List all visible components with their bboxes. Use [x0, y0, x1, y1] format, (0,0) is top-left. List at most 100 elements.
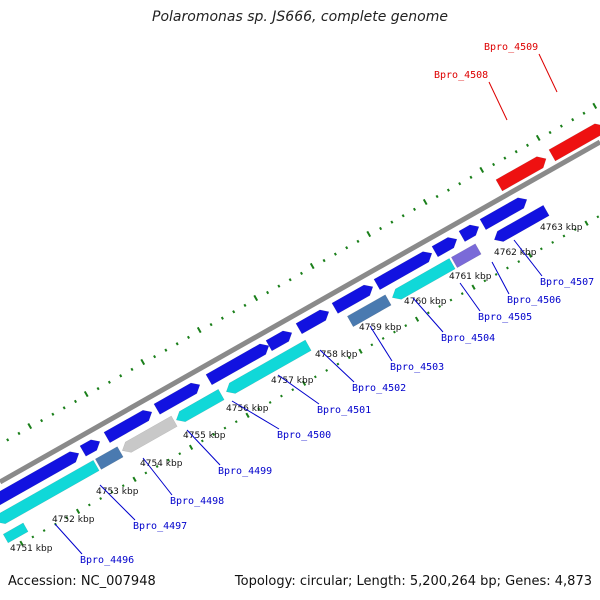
ruler-tick: [6, 438, 10, 442]
gene-arrow-reverse: [175, 388, 225, 423]
gene-label: Bpro_4504: [441, 333, 495, 344]
ruler-tick: [422, 198, 428, 206]
gene-label-leader: [488, 81, 508, 121]
kbp-tick-label: 4756 kbp: [226, 404, 269, 414]
ruler-tick: [301, 380, 307, 386]
gene-arrow-highlight: [548, 123, 600, 162]
ruler-tick: [381, 336, 385, 340]
gene-label-leader: [319, 349, 355, 383]
gene-label: Bpro_4498: [170, 496, 224, 507]
map-title: Polaromonas sp. JS666, complete genome: [152, 9, 448, 25]
gene-label-leader: [538, 53, 558, 93]
gene-label: Bpro_4506: [507, 295, 561, 306]
ruler-tick: [232, 310, 236, 314]
gene-label-leader: [99, 484, 136, 521]
gene-block-steel: [94, 446, 124, 470]
ruler-tick: [347, 356, 351, 360]
kbp-tick-label: 4757 kbp: [271, 376, 314, 386]
ruler-tick: [51, 412, 55, 416]
gene-arrow-forward: [153, 382, 201, 415]
ruler-tick: [17, 431, 21, 436]
ruler-tick: [96, 386, 100, 391]
kbp-tick-label: 4752 kbp: [52, 515, 95, 525]
ruler-tick: [153, 354, 157, 359]
ruler-tick: [73, 399, 78, 404]
ruler-tick: [130, 367, 134, 372]
ruler-tick: [571, 118, 575, 122]
ruler-tick: [62, 406, 66, 410]
gene-arrow-forward: [373, 251, 433, 291]
ruler-tick: [19, 540, 24, 547]
ruler-tick: [379, 226, 383, 231]
kbp-tick-label: 4751 kbp: [10, 544, 53, 554]
kbp-tick-label: 4754 kbp: [140, 459, 183, 469]
ruler-tick: [322, 258, 326, 263]
gene-label: Bpro_4503: [390, 362, 444, 373]
ruler-tick: [119, 374, 123, 378]
gene-arrow-forward: [103, 409, 153, 444]
ruler-tick: [223, 426, 227, 430]
ruler-tick: [280, 394, 283, 398]
kbp-tick-labels: 4751 kbp 4752 kbp 4753 kbp 4754 kbp 4755 kbp…: [10, 223, 583, 554]
ruler-tick: [582, 111, 586, 115]
ruler-tick: [188, 444, 194, 450]
ruler-tick: [257, 407, 261, 411]
ruler-tick: [175, 342, 179, 346]
ruler-tick: [469, 175, 473, 179]
ruler-tick: [592, 102, 598, 110]
ruler-tick: [446, 188, 450, 192]
ruler-tick: [253, 294, 259, 302]
ruler-tick: [584, 220, 589, 226]
gene-arrow-forward: [458, 224, 480, 242]
ruler-tick: [99, 497, 103, 500]
ruler-tick: [414, 316, 420, 322]
ruler-tick: [366, 230, 372, 238]
ruler-tick: [299, 271, 304, 276]
ruler-tick: [492, 162, 496, 167]
ruler-tick: [234, 420, 238, 424]
ruler-tick: [426, 311, 430, 315]
ruler-tick: [573, 228, 577, 232]
gene-arrow-reverse: [225, 339, 312, 394]
ruler-tick: [506, 266, 509, 270]
ruler-tick: [449, 298, 453, 302]
ruler-tick: [245, 412, 250, 418]
ruler-tick: [460, 292, 464, 296]
ruler-tick: [514, 150, 518, 154]
ruler-tick: [110, 490, 114, 494]
ruler-tick: [548, 130, 552, 135]
gene-label: Bpro_4497: [133, 521, 187, 532]
gene-label-leader: [459, 282, 481, 312]
ruler-tick: [107, 380, 111, 384]
kbp-tick-label: 4760 kbp: [404, 297, 447, 307]
ruler-tick: [266, 290, 270, 295]
gene-label: Bpro_4501: [317, 405, 371, 416]
gene-label: Bpro_4502: [352, 383, 406, 394]
gene-labels: Bpro_4496 Bpro_4497 Bpro_4498 Bpro_4499 Bpro…: [80, 42, 594, 566]
ruler-tick: [140, 358, 146, 366]
gene-arrow-forward: [265, 330, 293, 352]
gene-arrow-highlight: [495, 156, 547, 192]
ruler-tick: [178, 452, 182, 456]
ruler-tick: [358, 348, 363, 354]
ruler-tick: [132, 476, 137, 482]
ruler-tick: [40, 418, 44, 423]
ruler-tick: [336, 362, 340, 366]
gene-arrow-forward: [205, 343, 270, 386]
gene-label-leader: [142, 457, 173, 496]
ruler-tick: [393, 330, 396, 334]
gene-label: Bpro_4505: [478, 312, 532, 323]
gene-arrow-reverse: [0, 459, 100, 525]
ruler-tick: [438, 304, 442, 308]
gene-arrow-forward: [479, 197, 528, 231]
gene-label-leader: [369, 325, 393, 362]
gene-label-leader: [277, 374, 320, 405]
gene-arrow-forward: [295, 309, 330, 335]
gene-arrow-reverse: [391, 258, 456, 300]
ruler-tick: [291, 388, 295, 392]
ruler-tick: [527, 252, 533, 258]
ruler-tick: [42, 529, 46, 532]
kbp-tick-label: 4758 kbp: [315, 350, 358, 360]
ruler-tick: [243, 303, 247, 308]
